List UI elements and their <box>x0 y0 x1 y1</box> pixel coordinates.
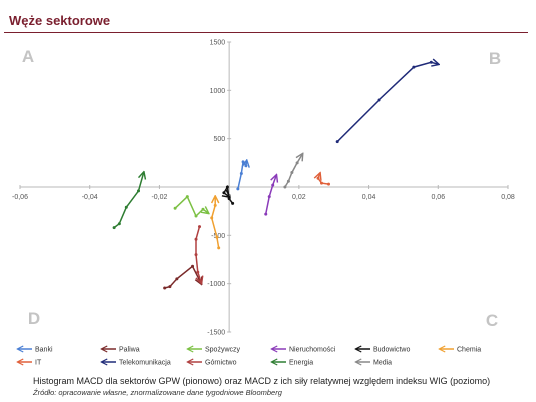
series-point-paliwa <box>191 264 195 268</box>
series-point-energia <box>117 222 121 226</box>
legend-label-banki: Banki <box>35 347 53 354</box>
series-line-telekomunikacja <box>336 62 438 143</box>
chart-legend: Banki Paliwa Spożywczy Nieruchomości Budowic… <box>18 347 481 367</box>
series-point-gornictwo <box>194 253 198 257</box>
series-line-spozywczy <box>174 195 208 218</box>
y-tick-label: 1500 <box>210 40 226 47</box>
chart-source: Źródło: opracowanie własne, znormalizowa… <box>33 388 282 397</box>
legend-label-budowictwo: Budowictwo <box>373 347 410 354</box>
legend-label-gornictwo: Górnictwo <box>205 360 237 367</box>
series-point-paliwa <box>175 277 179 281</box>
y-tick-label: -1000 <box>207 281 225 288</box>
series-point-spozywczy <box>201 207 205 211</box>
series-point-gornictwo <box>194 237 198 241</box>
x-tick-label: 0,08 <box>501 194 515 201</box>
legend-label-media: Media <box>373 360 392 367</box>
x-tick-label: 0,02 <box>292 194 306 201</box>
series-line-paliwa <box>164 265 202 289</box>
series-point-media <box>290 171 294 174</box>
series-point-telekomunikacja <box>335 140 339 144</box>
series-point-it <box>316 176 320 180</box>
quadrant-label-c: C <box>486 311 498 330</box>
series-point-media <box>295 161 299 165</box>
series-point-chemia <box>210 216 214 220</box>
series-point-budowictwo <box>231 201 235 205</box>
quadrant-label-a: A <box>22 47 34 66</box>
series-point-media <box>283 185 287 189</box>
x-tick-label: -0,06 <box>12 194 28 201</box>
series-point-banki <box>239 171 243 175</box>
x-tick-label: -0,02 <box>151 194 167 201</box>
title-divider <box>4 32 528 33</box>
y-tick-label: 500 <box>213 136 225 143</box>
series-point-paliwa <box>168 285 172 289</box>
series-point-nieruchomosci <box>264 212 268 216</box>
series-point-energia <box>124 205 128 209</box>
series-point-it <box>320 181 324 185</box>
series-point-chemia <box>217 246 221 250</box>
series-point-budowictwo <box>222 191 226 195</box>
x-tick-label: 0,06 <box>431 194 445 201</box>
x-tick-label: -0,04 <box>82 194 98 201</box>
series-point-budowictwo <box>227 197 231 201</box>
legend-label-it: IT <box>35 360 42 367</box>
y-tick-label: -500 <box>211 233 225 240</box>
series-point-energia <box>112 226 116 230</box>
series-point-spozywczy <box>185 195 189 199</box>
x-tick-label: 0,04 <box>362 194 376 201</box>
series-point-banki <box>241 160 245 164</box>
series-point-it <box>326 182 330 186</box>
chart-series <box>112 60 439 290</box>
series-point-telekomunikacja <box>412 65 416 69</box>
legend-label-nieruchomosci: Nieruchomości <box>289 347 336 354</box>
series-point-chemia <box>215 235 219 239</box>
series-point-budowictwo <box>225 185 229 189</box>
y-tick-label: 1000 <box>210 88 226 95</box>
series-point-media <box>286 179 290 183</box>
series-point-gornictwo <box>198 225 202 229</box>
legend-label-energia: Energia <box>289 360 313 367</box>
legend-label-paliwa: Paliwa <box>119 347 140 354</box>
quadrant-label-b: B <box>489 49 501 68</box>
sector-snakes-chart: -0,06-0,04-0,0200,020,040,060,08-1500-10… <box>12 40 515 367</box>
series-point-energia <box>137 189 141 193</box>
series-point-gornictwo <box>196 270 200 274</box>
series-point-paliwa <box>163 286 167 290</box>
chart-title: Węże sektorowe <box>9 13 111 28</box>
series-point-chemia <box>213 203 217 207</box>
series-point-banki <box>236 187 240 191</box>
quadrant-label-d: D <box>28 309 40 328</box>
series-line-it <box>318 174 329 185</box>
series-point-nieruchomosci <box>271 183 275 187</box>
series-point-telekomunikacja <box>429 60 433 64</box>
chart-caption: Histogram MACD dla sektorów GPW (pionowo… <box>33 376 491 386</box>
y-tick-label: -1500 <box>207 330 225 337</box>
series-point-spozywczy <box>194 214 198 218</box>
legend-label-telekomunikacja: Telekomunikacja <box>119 360 171 367</box>
series-line-nieruchomosci <box>264 175 277 215</box>
legend-label-chemia: Chemia <box>457 347 481 354</box>
series-point-nieruchomosci <box>267 195 271 199</box>
quadrant-labels: A B C D <box>22 47 501 330</box>
series-point-banki <box>244 164 248 168</box>
series-point-telekomunikacja <box>377 98 381 102</box>
series-line-energia <box>113 173 144 229</box>
series-point-spozywczy <box>173 206 177 210</box>
legend-label-spozywczy: Spożywczy <box>205 347 241 354</box>
chart-axes: -0,06-0,04-0,0200,020,040,060,08-1500-10… <box>12 40 515 337</box>
